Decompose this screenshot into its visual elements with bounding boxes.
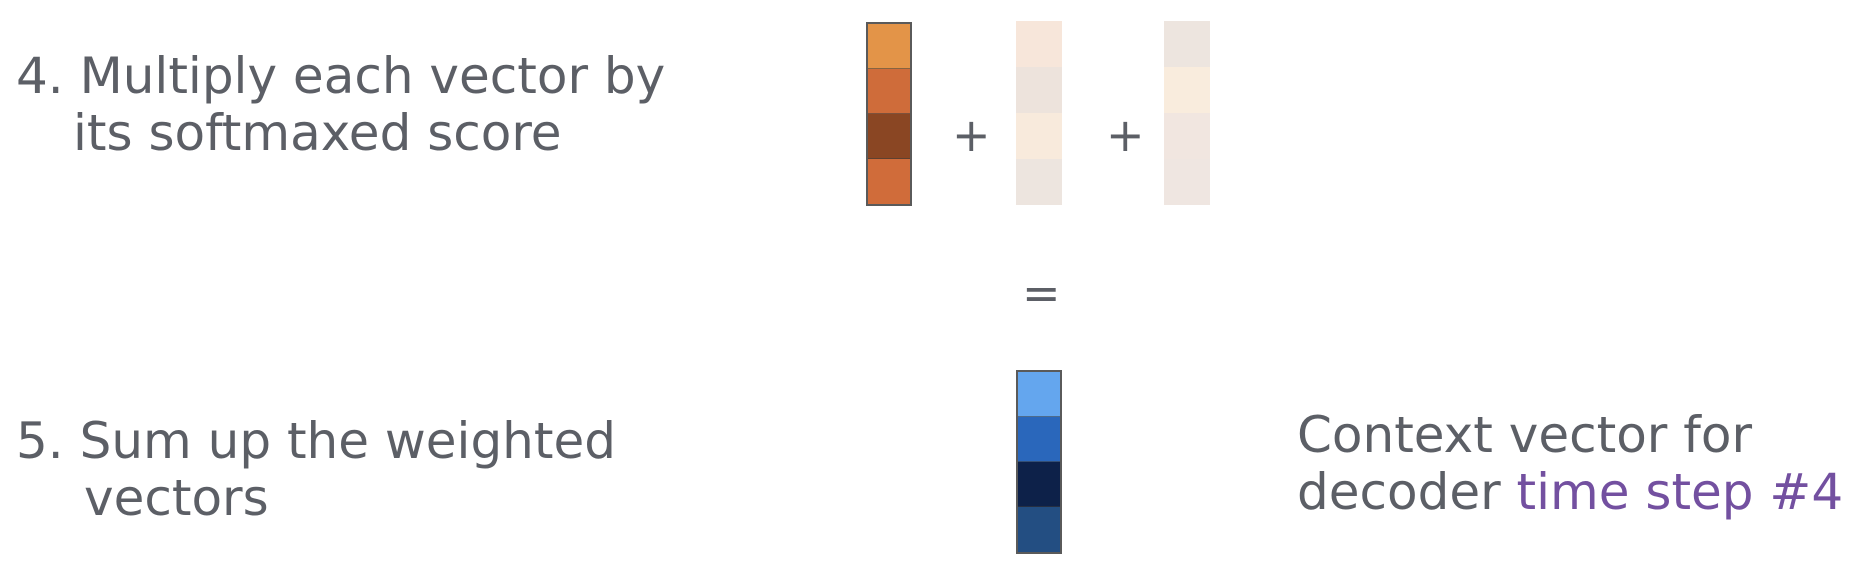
vector-cell	[1164, 113, 1210, 159]
time-step-highlight: time step #4	[1516, 463, 1844, 521]
vector-cell	[1018, 507, 1060, 552]
weighted-vector-3	[1164, 21, 1210, 205]
context-vector-label: Context vector for decoder time step #4	[1297, 407, 1843, 521]
context-vector	[1016, 370, 1062, 554]
vector-cell	[868, 69, 910, 114]
vector-cell	[1164, 21, 1210, 67]
plus-operator: +	[952, 108, 991, 162]
step-4-line-2: its softmaxed score	[73, 104, 562, 162]
step-4-line-1: 4. Multiply each vector by	[16, 47, 666, 105]
step-4-instruction: 4. Multiply each vector by its softmaxed…	[16, 48, 665, 162]
vector-cell	[1164, 159, 1210, 205]
context-label-line-1: Context vector for	[1297, 406, 1753, 464]
vector-cell	[1018, 462, 1060, 507]
weighted-vector-2	[1016, 21, 1062, 205]
vector-cell	[868, 159, 910, 204]
vector-cell	[1016, 113, 1062, 159]
context-label-prefix: decoder	[1297, 463, 1517, 521]
vector-cell	[868, 24, 910, 69]
weighted-vector-1	[866, 22, 912, 206]
vector-cell	[1016, 67, 1062, 113]
equals-operator: =	[1022, 266, 1061, 320]
vector-cell	[1016, 21, 1062, 67]
plus-operator: +	[1106, 108, 1145, 162]
vector-cell	[1018, 417, 1060, 462]
vector-cell	[1018, 372, 1060, 417]
vector-cell	[868, 114, 910, 159]
context-label-line-2: decoder time step #4	[1297, 464, 1843, 521]
step-5-instruction: 5. Sum up the weighted vectors	[16, 413, 616, 527]
vector-cell	[1164, 67, 1210, 113]
vector-cell	[1016, 159, 1062, 205]
step-5-line-2: vectors	[84, 469, 269, 527]
step-5-line-1: 5. Sum up the weighted	[16, 412, 616, 470]
